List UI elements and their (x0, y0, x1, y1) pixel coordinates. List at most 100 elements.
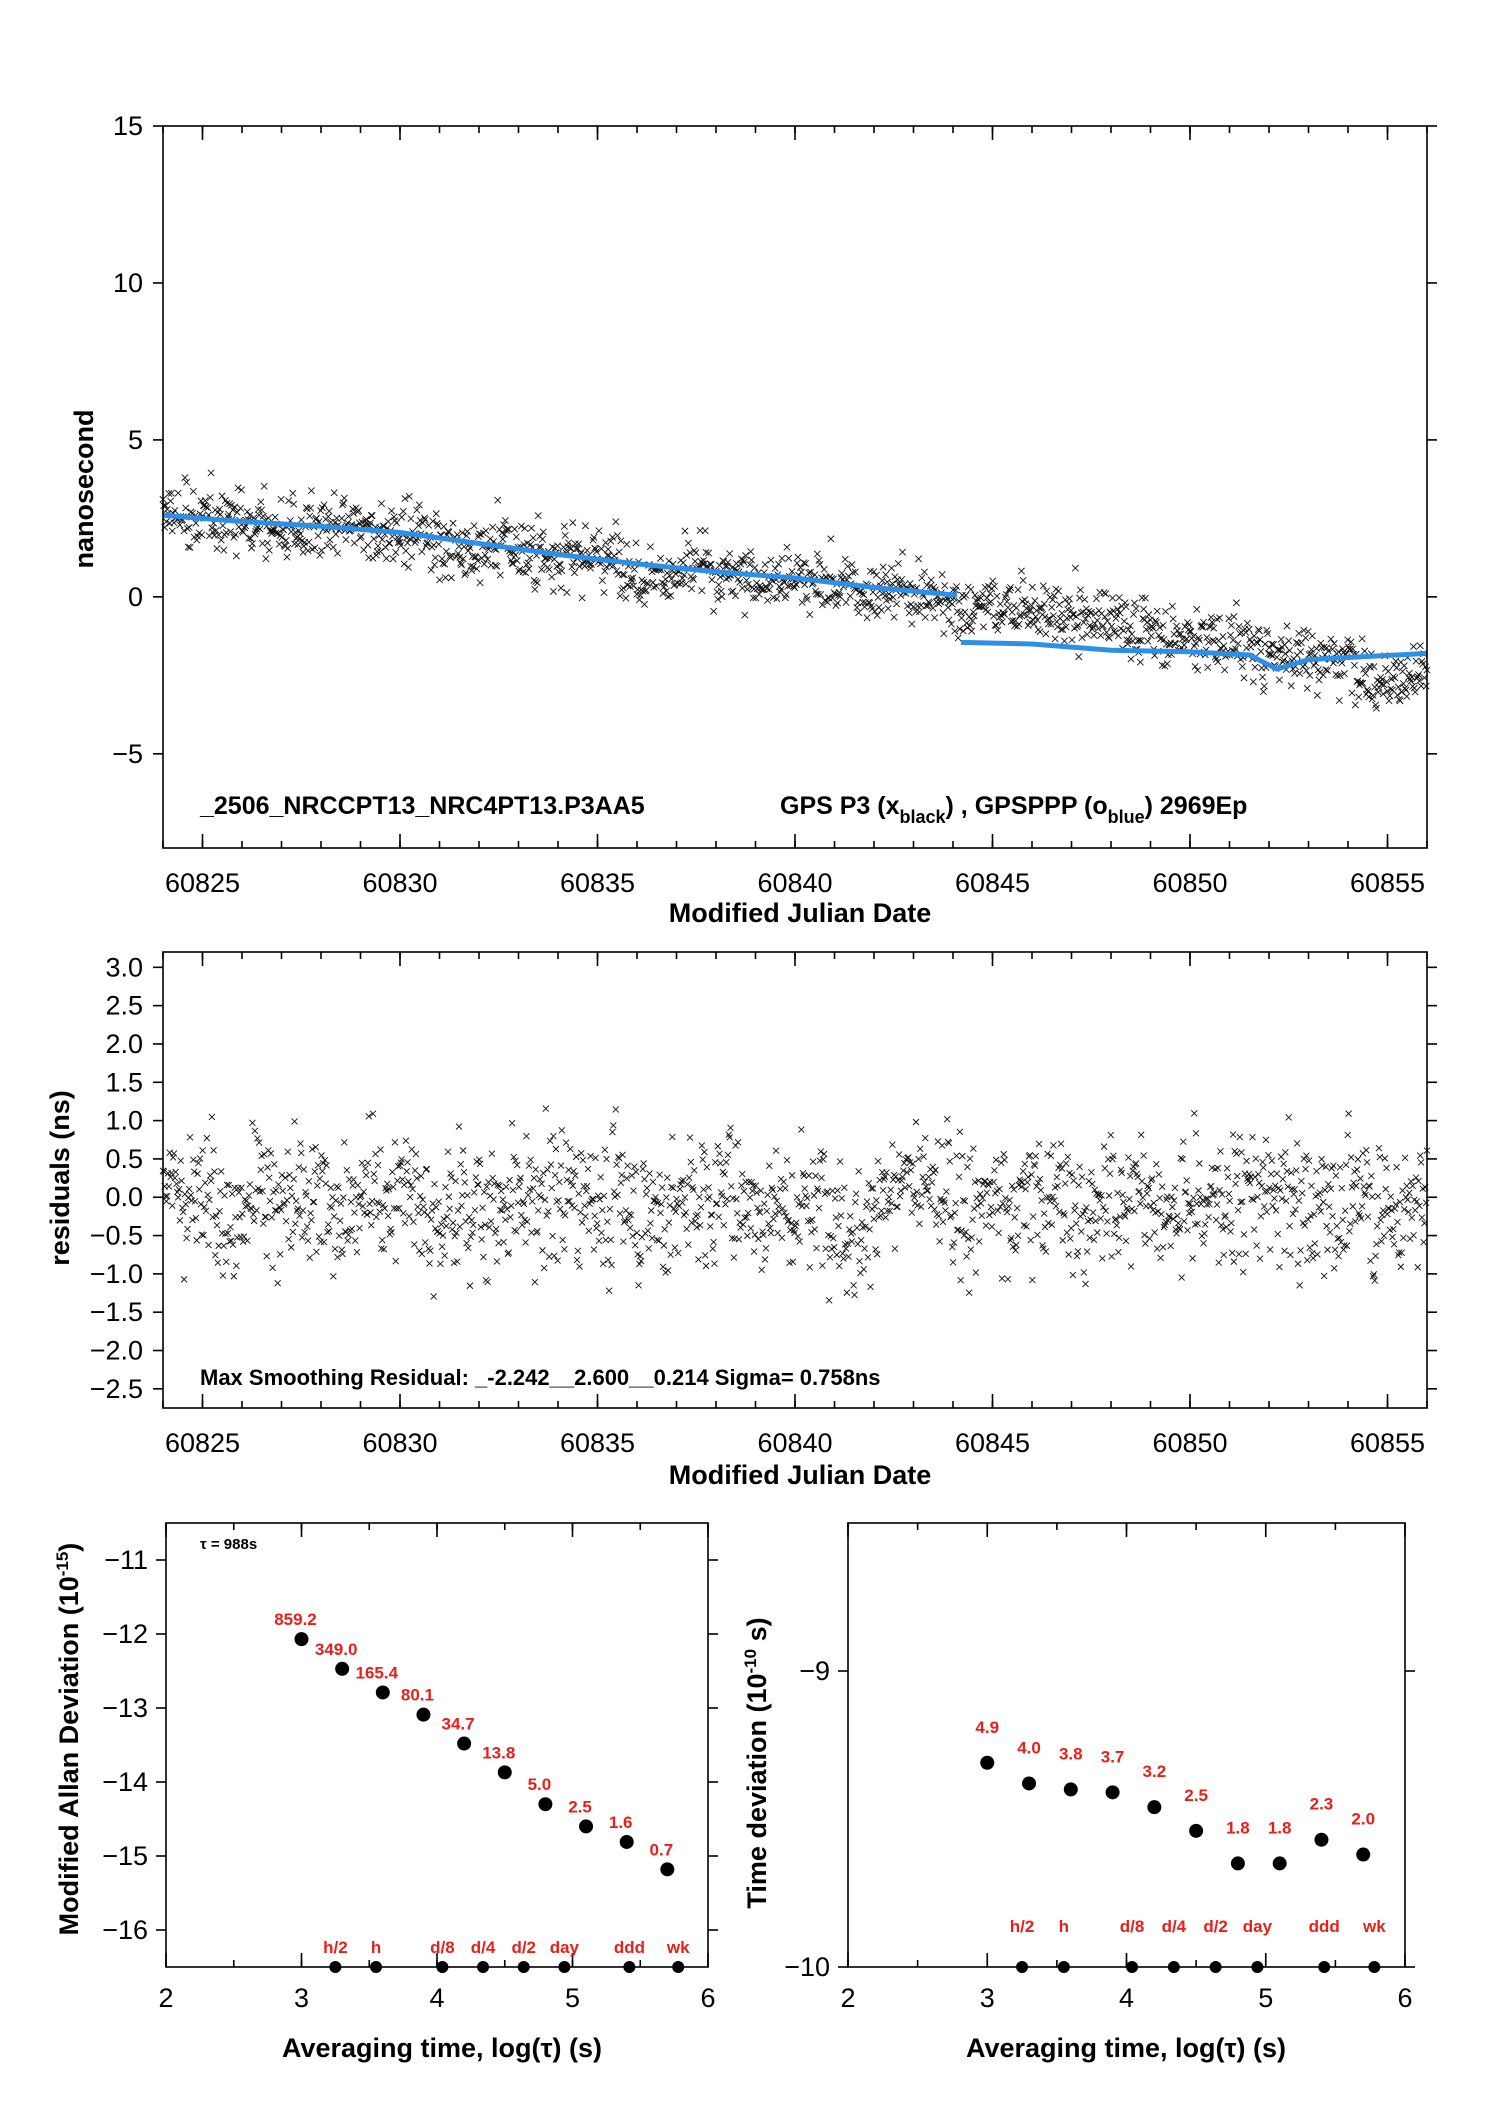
residual-point (322, 1180, 330, 1188)
residuals-xlabel: Modified Julian Date (669, 1460, 932, 1490)
offset-point (650, 583, 658, 591)
residual-point (1392, 1201, 1400, 1208)
offset-point (991, 621, 999, 629)
offset-point (1189, 632, 1197, 640)
residual-point (1022, 1185, 1029, 1193)
offset-point (905, 609, 913, 617)
offset-point (570, 569, 579, 577)
residual-point (1266, 1184, 1273, 1192)
offset-point (1168, 602, 1176, 610)
offset-point (1100, 589, 1108, 597)
residual-point (548, 1184, 556, 1192)
residual-point (484, 1278, 491, 1286)
residual-point (1052, 1202, 1060, 1210)
offset-point (619, 584, 627, 592)
residual-point (1362, 1191, 1369, 1199)
offset-point (525, 565, 533, 573)
residual-point (502, 1183, 510, 1191)
offset-point (1281, 650, 1289, 658)
residual-point (1099, 1255, 1106, 1262)
residual-point (624, 1162, 631, 1169)
residual-point (603, 1155, 610, 1163)
residual-point (374, 1161, 382, 1169)
residual-point (165, 1183, 173, 1190)
residual-point (1250, 1226, 1258, 1233)
y-tick-label: −11 (104, 1545, 148, 1575)
residual-point (1284, 1183, 1292, 1190)
residual-point (714, 1142, 722, 1150)
residual-point (1009, 1243, 1017, 1251)
offset-point (600, 589, 608, 597)
offset-point (1369, 691, 1377, 699)
residual-point (1266, 1246, 1274, 1253)
residual-point (873, 1197, 880, 1204)
residual-point (1182, 1188, 1190, 1196)
residual-point (672, 1208, 680, 1216)
offset-point (967, 585, 975, 594)
residual-point (926, 1195, 933, 1203)
offset-point (1048, 603, 1056, 611)
residual-point (640, 1160, 647, 1167)
deviation-value-label: 2.5 (568, 1797, 592, 1816)
residual-point (1325, 1203, 1333, 1210)
residual-point (190, 1156, 197, 1164)
offset-point (1134, 637, 1142, 645)
residual-point (1305, 1157, 1313, 1164)
offset-point (207, 469, 215, 477)
offset-point (963, 619, 971, 627)
offset-point (1240, 674, 1248, 682)
residual-point (395, 1204, 403, 1212)
residual-point (900, 1167, 907, 1175)
offset-point (299, 548, 307, 556)
offset-point (884, 604, 892, 612)
residual-point (503, 1205, 511, 1213)
residual-point (1138, 1177, 1146, 1185)
offset-point (803, 595, 811, 603)
residual-point (1124, 1207, 1131, 1214)
residual-point (183, 1234, 190, 1242)
residual-point (884, 1207, 891, 1215)
residual-point (657, 1209, 664, 1217)
residual-point (1126, 1195, 1133, 1203)
offset-point (1280, 656, 1288, 664)
residual-point (949, 1259, 957, 1266)
residual-point (572, 1172, 579, 1179)
residual-point (661, 1226, 669, 1233)
residual-point (414, 1203, 421, 1211)
residual-point (727, 1124, 734, 1132)
residual-point (687, 1158, 695, 1166)
offset-point (316, 551, 324, 559)
tau-marker-label: d/8 (1120, 1917, 1145, 1936)
residual-point (1027, 1236, 1034, 1244)
residual-point (340, 1139, 348, 1146)
offset-point (1194, 634, 1202, 642)
residual-point (956, 1128, 964, 1136)
offset-point (463, 532, 471, 540)
residual-point (895, 1151, 903, 1158)
residual-point (423, 1165, 431, 1173)
residual-point (744, 1232, 751, 1240)
offset-point (253, 525, 261, 533)
residual-point (633, 1229, 641, 1237)
tdev-xlabel: Averaging time, log(τ) (s) (966, 2033, 1286, 2063)
residual-point (682, 1209, 690, 1216)
offset-point (589, 536, 597, 544)
offset-point (531, 585, 539, 593)
residual-point (576, 1263, 583, 1270)
residual-point (367, 1221, 375, 1229)
residual-point (278, 1171, 286, 1179)
residual-point (1393, 1163, 1400, 1171)
residual-point (912, 1118, 920, 1126)
residual-point (437, 1221, 445, 1228)
residual-point (1405, 1189, 1413, 1197)
offset-point (1216, 614, 1224, 622)
offset-point (255, 511, 263, 519)
residual-point (1146, 1235, 1153, 1242)
residual-point (1413, 1198, 1421, 1205)
residual-point (1297, 1247, 1304, 1254)
tdev-tau-markers: h/2 h d/8 d/4 d/2 day ddd wk (1010, 1917, 1386, 1973)
residual-point (529, 1198, 536, 1205)
offset-point (355, 506, 363, 514)
residual-point (916, 1145, 924, 1153)
residual-point (296, 1212, 303, 1219)
